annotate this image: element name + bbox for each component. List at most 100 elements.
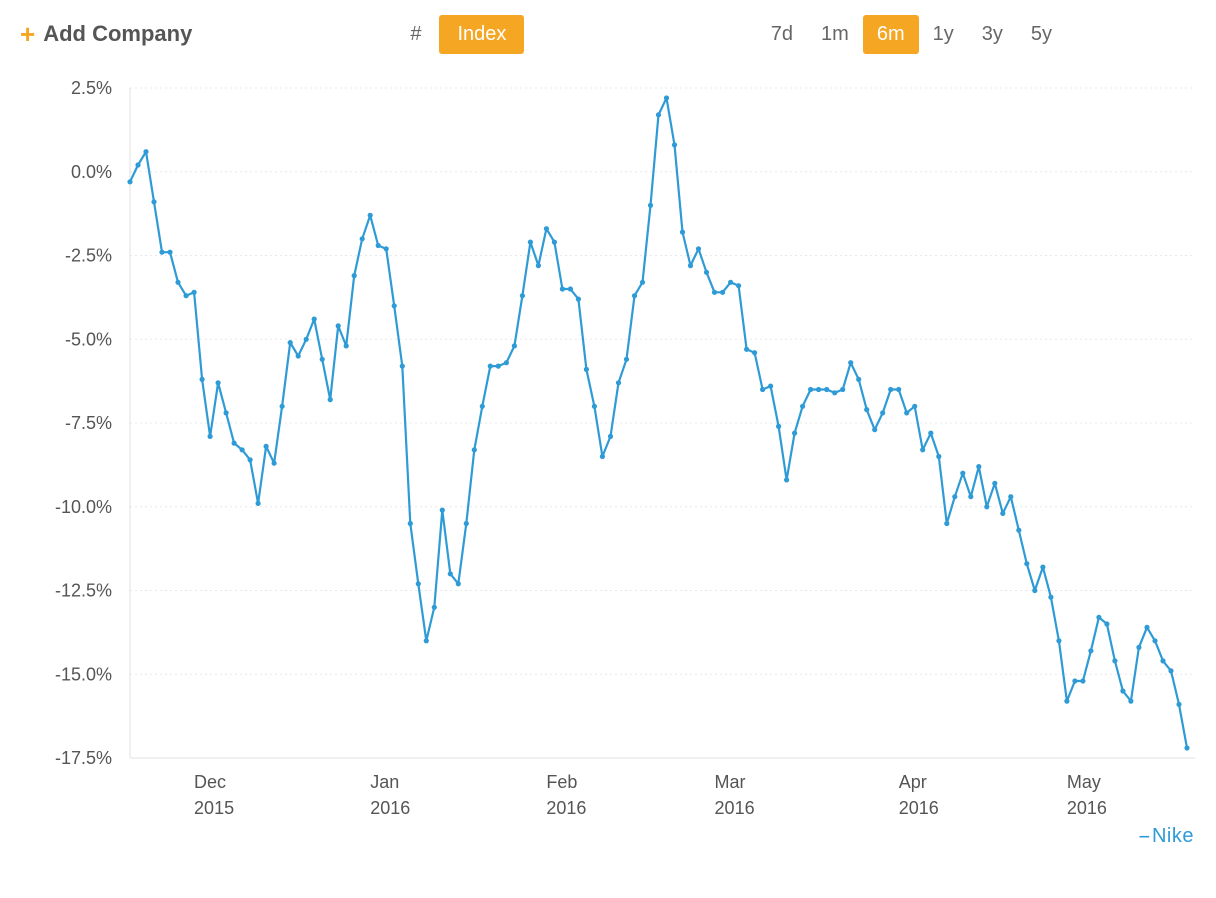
data-point [1104,621,1109,626]
data-point [1112,658,1117,663]
range-6m-button[interactable]: 6m [863,15,919,54]
data-point [640,280,645,285]
data-point [384,246,389,251]
data-point [448,571,453,576]
x-tick-label: Jan [370,772,399,792]
data-point [1088,648,1093,653]
data-point [680,230,685,235]
data-point [376,243,381,248]
data-point [184,293,189,298]
legend[interactable]: --Nike [1139,825,1194,848]
y-tick-label: -15.0% [55,664,112,684]
range-1y-button[interactable]: 1y [919,15,968,54]
data-point [151,199,156,204]
data-point [360,236,365,241]
range-group: 7d1m6m1y3y5y [757,15,1196,54]
data-point [592,404,597,409]
data-point [688,263,693,268]
data-point [456,581,461,586]
data-point [584,367,589,372]
data-point [280,404,285,409]
data-point [224,410,229,415]
data-point [1056,638,1061,643]
data-point [416,581,421,586]
data-point [568,286,573,291]
range-7d-button[interactable]: 7d [757,15,807,54]
data-point [784,477,789,482]
data-point [800,404,805,409]
data-point [232,441,237,446]
data-point [464,521,469,526]
y-tick-label: 0.0% [71,162,112,182]
range-5y-button[interactable]: 5y [1017,15,1066,54]
data-point [664,95,669,100]
data-point [424,638,429,643]
data-point [992,481,997,486]
data-point [544,226,549,231]
mode-absolute-button[interactable]: # [392,15,439,54]
data-point [840,387,845,392]
data-point [216,380,221,385]
data-point [200,377,205,382]
add-company-button[interactable]: + Add Company [20,21,192,47]
chart-toolbar: + Add Company # Index 7d1m6m1y3y5y [0,0,1216,58]
data-point [968,494,973,499]
data-point [616,380,621,385]
y-tick-label: -17.5% [55,748,112,768]
data-point [760,387,765,392]
data-point [496,364,501,369]
data-point [504,360,509,365]
data-point [1032,588,1037,593]
legend-dash-icon: -- [1139,825,1148,847]
range-3y-button[interactable]: 3y [968,15,1017,54]
data-point [1176,702,1181,707]
data-point [1168,668,1173,673]
mode-index-button[interactable]: Index [439,15,524,54]
data-point [808,387,813,392]
data-point [1024,561,1029,566]
x-tick-label: Mar [715,772,746,792]
data-point [712,290,717,295]
data-point [143,149,148,154]
data-point [1184,745,1189,750]
data-point [1008,494,1013,499]
data-point [344,343,349,348]
y-tick-label: -10.0% [55,497,112,517]
range-1m-button[interactable]: 1m [807,15,863,54]
x-tick-label: 2016 [1067,798,1107,818]
data-point [792,431,797,436]
data-point [1000,511,1005,516]
x-tick-label: 2016 [370,798,410,818]
data-point [984,504,989,509]
data-point [264,444,269,449]
data-point [872,427,877,432]
x-tick-label: Dec [194,772,226,792]
y-tick-label: 2.5% [71,78,112,98]
data-point [336,323,341,328]
y-tick-label: -5.0% [65,329,112,349]
y-tick-label: -12.5% [55,581,112,601]
data-point [552,240,557,245]
data-point [192,290,197,295]
data-point [440,508,445,513]
data-point [960,471,965,476]
data-point [904,410,909,415]
data-point [288,340,293,345]
data-point [520,293,525,298]
series-line-nike [130,98,1187,748]
data-point [736,283,741,288]
data-point [776,424,781,429]
data-point [816,387,821,392]
data-point [328,397,333,402]
data-point [888,387,893,392]
x-tick-label: 2016 [899,798,939,818]
data-point [832,390,837,395]
mode-toggle-group: # Index [392,15,524,54]
data-point [728,280,733,285]
data-point [392,303,397,308]
data-point [696,246,701,251]
data-point [936,454,941,459]
data-point [159,250,164,255]
add-company-label: Add Company [43,21,192,47]
data-point [1040,565,1045,570]
